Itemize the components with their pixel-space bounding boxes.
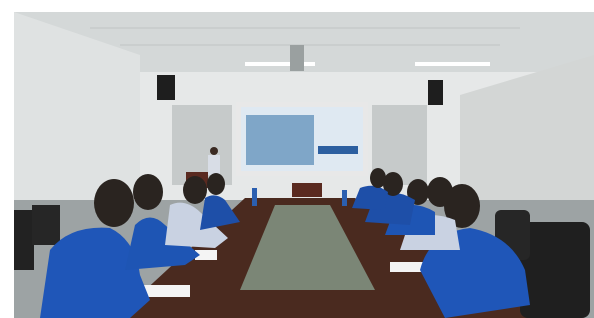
head [427,177,453,207]
slide-bar [318,146,358,154]
head [207,173,225,195]
screen [236,102,368,176]
head [133,174,163,210]
photo [0,0,594,318]
head [210,147,218,155]
body [208,155,220,175]
light [415,62,490,66]
slide-photo [246,115,314,165]
speaker [157,75,175,100]
podium [292,183,322,197]
light [245,62,315,66]
speaker [428,80,443,105]
bottle [252,188,257,206]
chair [14,210,34,270]
head [94,179,134,227]
head [183,176,207,204]
chair [520,222,590,318]
bottle [342,190,347,206]
head [370,168,386,188]
chair [32,205,60,245]
projector [290,45,304,71]
